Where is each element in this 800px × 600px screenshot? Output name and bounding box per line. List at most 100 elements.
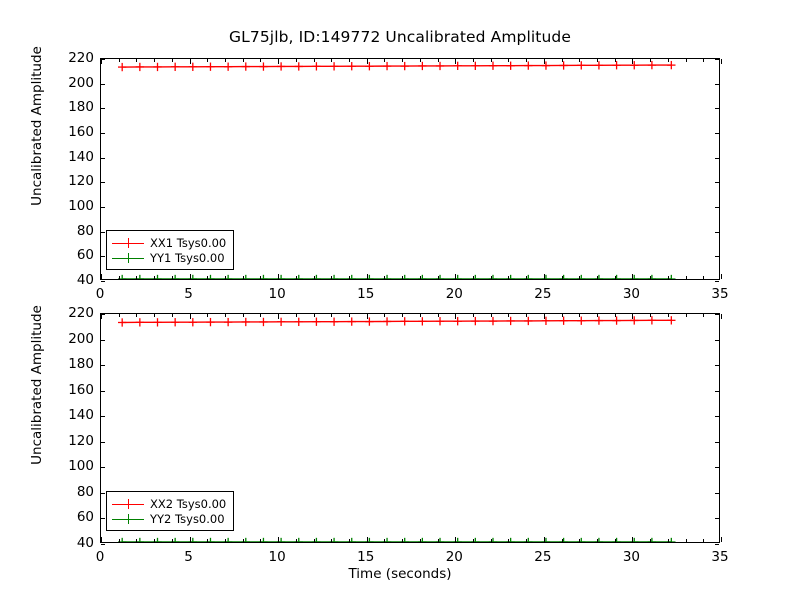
x-tick-minor: [703, 59, 705, 62]
x-tick-label: 10: [268, 549, 286, 565]
x-tick-minor: [650, 59, 652, 62]
y-tick-label: 100: [68, 198, 94, 214]
x-tick-minor: [490, 314, 492, 317]
x-tick-minor: [526, 276, 528, 279]
x-tick-major: [543, 314, 545, 319]
x-tick-minor: [384, 314, 386, 317]
x-tick-minor: [118, 314, 120, 317]
x-tick-minor: [597, 276, 598, 279]
y-tick: [715, 256, 719, 258]
legend-label: YY2 Tsys0.00: [150, 511, 225, 526]
x-tick-minor: [614, 314, 616, 317]
y-tick: [101, 467, 105, 469]
x-tick-major: [543, 537, 545, 542]
x-tick-minor: [597, 59, 598, 62]
x-tick-minor: [419, 59, 421, 62]
y-tick-label: 140: [68, 407, 94, 424]
x-tick-minor: [579, 59, 581, 62]
y-tick-label: 60: [76, 247, 94, 264]
x-tick-major: [455, 314, 457, 319]
x-tick-minor: [118, 276, 120, 279]
x-tick-minor: [171, 59, 173, 62]
series-markers: [118, 274, 676, 279]
series-line: [122, 65, 671, 67]
x-tick-minor: [667, 539, 669, 542]
y-tick: [101, 281, 105, 282]
y-tick: [101, 231, 105, 233]
y-tick: [101, 157, 105, 159]
x-tick-minor: [207, 539, 209, 542]
y-tick: [101, 390, 105, 392]
panel-bottom-ylabel: Uncalibrated Amplitude: [29, 305, 45, 465]
x-tick-minor: [419, 314, 421, 317]
panel-top-legend: XX1 Tsys0.00 YY1 Tsys0.00: [106, 230, 235, 270]
y-tick-label: 120: [68, 432, 94, 449]
x-tick-minor: [419, 539, 421, 542]
x-tick-minor: [154, 539, 156, 542]
y-tick-label: 180: [68, 356, 94, 373]
x-tick-minor: [508, 314, 510, 317]
legend-label: YY1 Tsys0.00: [150, 250, 225, 265]
x-tick-minor: [402, 539, 404, 542]
x-tick-minor: [260, 314, 262, 317]
x-tick-major: [721, 314, 722, 319]
x-tick-major: [632, 537, 634, 542]
x-tick-major: [455, 537, 457, 542]
x-tick-major: [366, 537, 368, 542]
x-tick-label: 30: [622, 549, 641, 565]
y-tick: [715, 157, 719, 159]
x-tick-minor: [561, 59, 563, 62]
x-tick-label: 30: [622, 286, 641, 302]
legend-item: XX2 Tsys0.00: [112, 496, 226, 511]
x-tick-minor: [473, 539, 474, 542]
x-tick-minor: [349, 276, 350, 279]
x-tick-minor: [154, 314, 156, 317]
x-tick-minor: [437, 314, 439, 317]
x-tick-minor: [313, 314, 315, 317]
x-tick-minor: [331, 539, 333, 542]
x-tick-minor: [295, 276, 297, 279]
legend-label: XX1 Tsys0.00: [150, 235, 227, 250]
x-tick-minor: [526, 539, 528, 542]
legend-line-marker-icon: [112, 498, 144, 510]
y-tick-label: 40: [76, 272, 94, 288]
x-tick-minor: [614, 539, 616, 542]
y-tick: [101, 544, 105, 545]
x-tick-major: [543, 59, 545, 64]
x-tick-minor: [703, 276, 705, 279]
x-tick-minor: [207, 59, 209, 62]
y-tick-label: 160: [68, 124, 94, 140]
panel-top-plot-area: [101, 59, 719, 279]
x-tick-major: [455, 274, 457, 279]
x-tick-minor: [349, 314, 350, 317]
y-tick: [715, 441, 719, 443]
x-tick-minor: [260, 539, 262, 542]
panel-bottom-plot-area: [101, 314, 719, 542]
x-tick-major: [278, 314, 280, 319]
x-tick-minor: [703, 314, 705, 317]
y-tick-label: 40: [76, 535, 94, 551]
x-tick-minor: [402, 59, 404, 62]
x-tick-label: 5: [184, 549, 193, 565]
x-tick-minor: [614, 276, 616, 279]
x-tick-minor: [402, 276, 404, 279]
x-tick-minor: [508, 276, 510, 279]
x-tick-minor: [508, 539, 510, 542]
series-markers: [118, 60, 676, 72]
x-tick-major: [632, 314, 634, 319]
x-tick-minor: [136, 276, 138, 279]
legend-line-marker-icon: [112, 252, 144, 264]
x-tick-minor: [118, 59, 120, 62]
y-tick-label: 180: [68, 99, 94, 116]
x-tick-minor: [225, 539, 226, 542]
x-tick-label: 20: [445, 286, 463, 302]
x-tick-major: [278, 274, 280, 279]
x-tick-minor: [384, 539, 386, 542]
x-tick-minor: [260, 276, 262, 279]
y-tick: [715, 544, 719, 545]
legend-line-marker-icon: [112, 513, 144, 525]
figure-title: GL75jlb, ID:149772 Uncalibrated Amplitud…: [229, 28, 571, 46]
series-line: [122, 320, 671, 322]
x-tick-minor: [295, 314, 297, 317]
x-tick-label: 5: [184, 286, 193, 302]
